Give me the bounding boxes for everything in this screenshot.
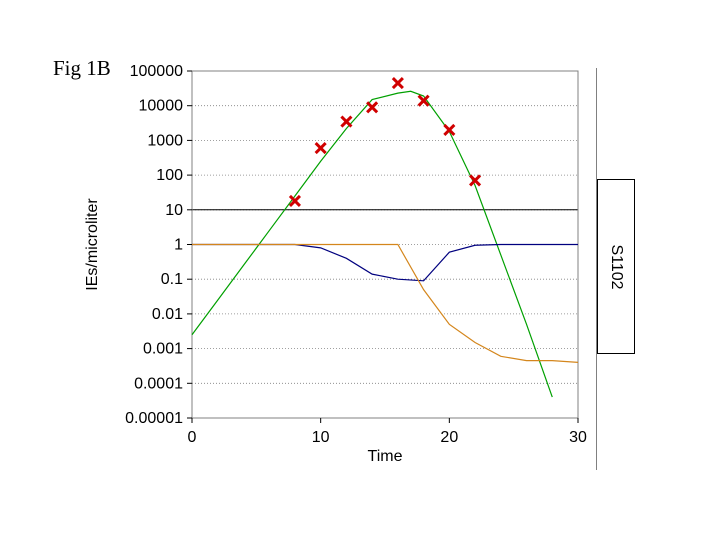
series-line-2	[192, 243, 578, 282]
y-tick-label: 100000	[130, 63, 183, 80]
y-tick-label: 0.00001	[125, 410, 183, 427]
data-point-marker	[417, 94, 430, 107]
data-point-marker	[469, 174, 482, 187]
marker-stroke	[391, 76, 404, 90]
x-tick-label: 30	[569, 429, 587, 446]
data-point-marker	[391, 76, 404, 90]
y-tick-label: 100	[156, 167, 183, 184]
marker-stroke	[288, 194, 301, 208]
y-tick-label: 1000	[147, 132, 183, 149]
data-point-marker	[288, 194, 301, 208]
marker-stroke	[469, 174, 482, 187]
marker-stroke	[340, 115, 353, 128]
data-point-marker	[366, 101, 379, 114]
y-tick-label: 10	[165, 202, 183, 219]
side-divider	[596, 68, 597, 470]
series-line-1	[191, 90, 553, 398]
data-point-marker	[443, 123, 456, 137]
x-tick-label: 20	[440, 429, 458, 446]
y-tick-label: 10000	[139, 98, 184, 115]
marker-stroke	[366, 101, 379, 114]
x-tick-label: 10	[312, 429, 330, 446]
series-line-3	[192, 243, 579, 364]
data-point-marker	[314, 142, 327, 155]
y-axis-label: IEs/microliter	[84, 198, 101, 291]
y-tick-label: 1	[174, 237, 183, 254]
x-tick-label: 0	[188, 429, 197, 446]
x-axis-label: Time	[368, 448, 403, 465]
legend-label: S1102	[608, 243, 625, 290]
figure-label: Fig 1B	[53, 56, 111, 80]
y-tick-label: 0.01	[152, 306, 183, 323]
y-tick-label: 0.1	[161, 271, 183, 288]
y-tick-label: 0.0001	[134, 375, 183, 392]
marker-stroke	[443, 123, 456, 137]
data-point-marker	[340, 115, 353, 128]
y-tick-label: 0.001	[143, 341, 183, 358]
marker-stroke	[314, 142, 327, 155]
legend-box: S1102	[597, 179, 635, 354]
marker-stroke	[417, 94, 430, 107]
